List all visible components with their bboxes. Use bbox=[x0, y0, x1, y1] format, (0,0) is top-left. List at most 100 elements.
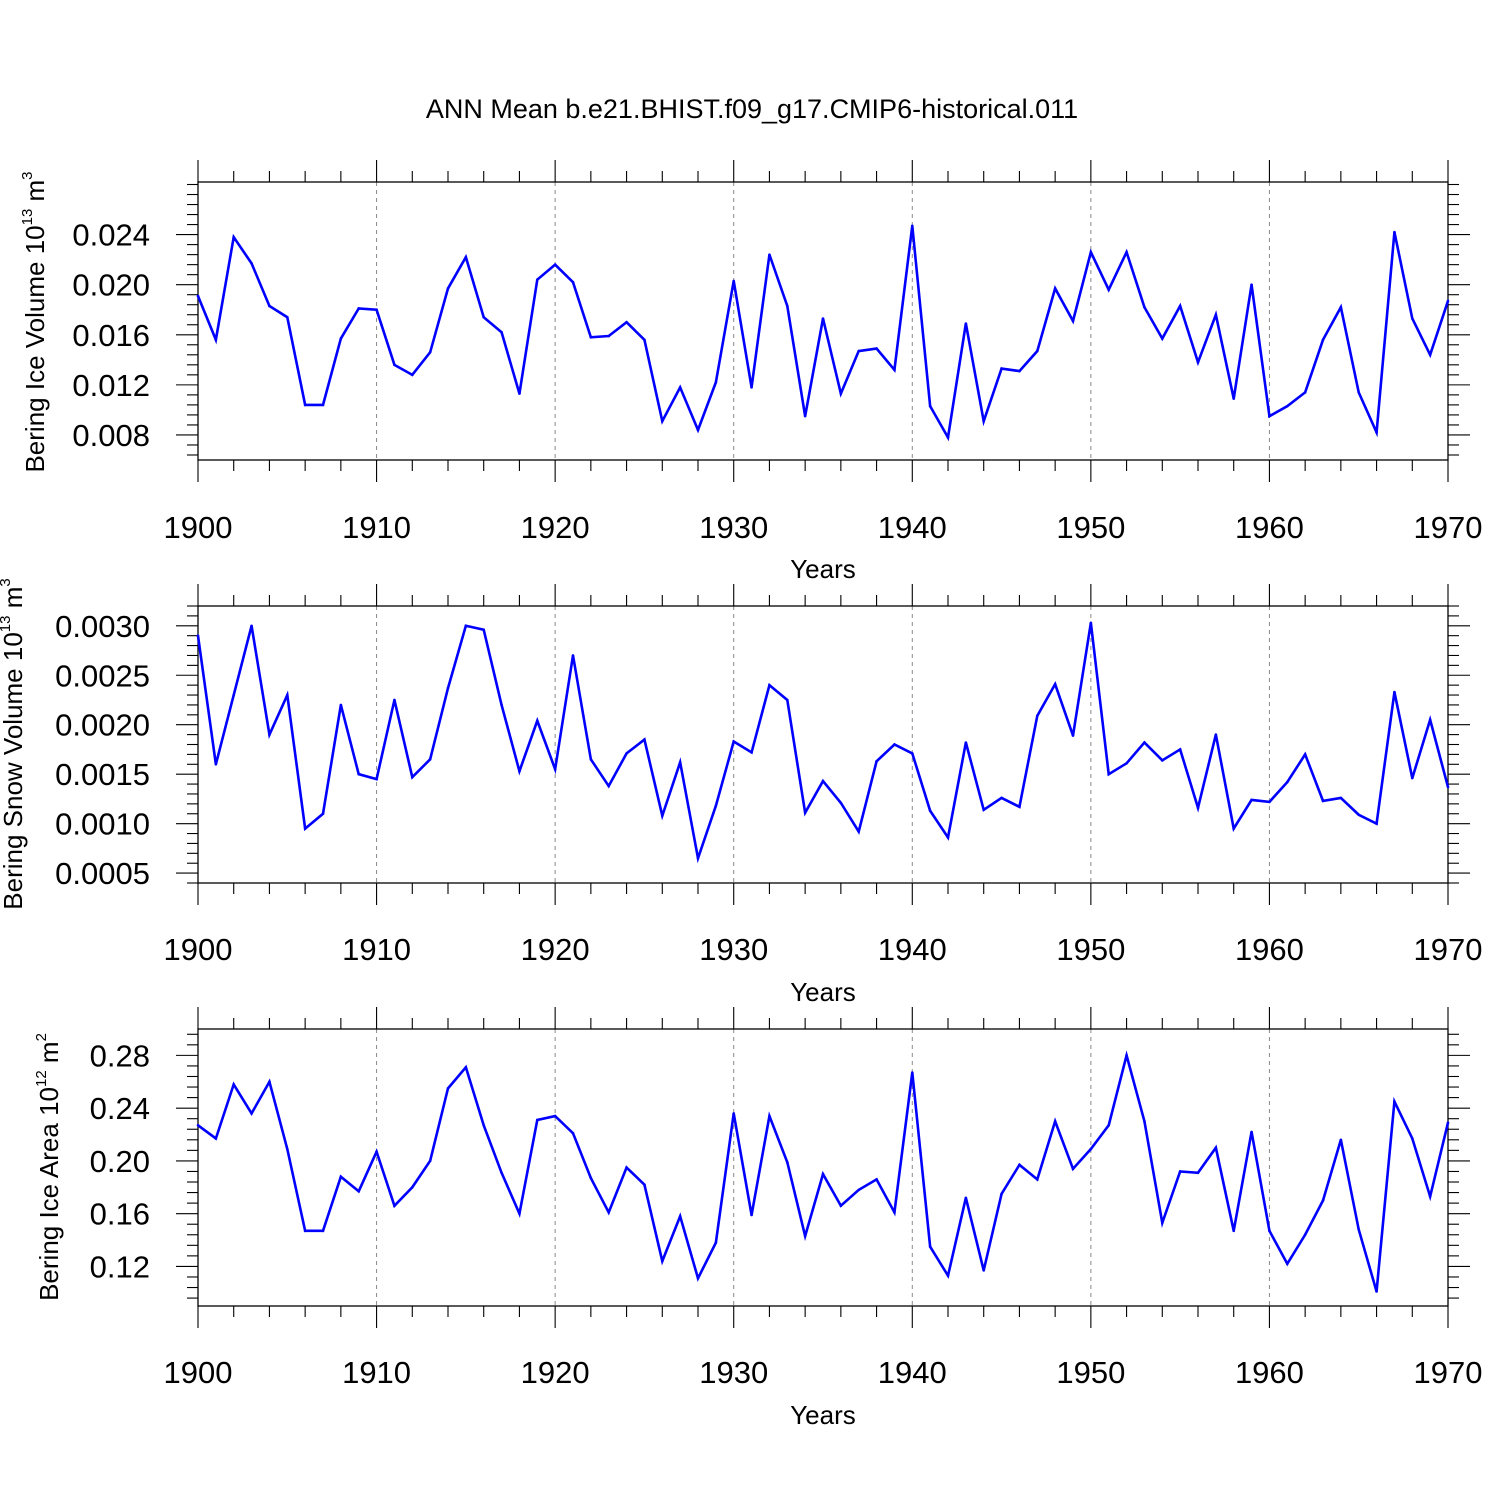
data-point bbox=[1303, 1233, 1307, 1237]
y-axis-label-text: m bbox=[34, 1041, 64, 1070]
y-axis-label-superscript: 2 bbox=[33, 1033, 50, 1041]
data-point bbox=[321, 403, 325, 407]
data-point bbox=[553, 767, 557, 771]
data-point bbox=[1268, 1229, 1271, 1233]
data-point bbox=[357, 307, 361, 310]
data-point bbox=[821, 779, 825, 783]
data-point bbox=[553, 1114, 557, 1118]
data-point bbox=[803, 414, 807, 418]
data-point bbox=[357, 772, 361, 776]
data-point bbox=[1250, 798, 1253, 802]
chart-panel-3: 0.12 0.16 0.20 0.24 0.28 1900 1910 1920 1930 1940… bbox=[33, 1007, 1482, 1430]
x-tick-label: 1900 bbox=[164, 1355, 233, 1390]
data-point bbox=[785, 698, 789, 702]
data-point bbox=[1053, 287, 1057, 290]
data-point bbox=[625, 752, 628, 755]
y-tick-label: 0.24 bbox=[90, 1091, 150, 1126]
y-tick-label: 0.28 bbox=[90, 1038, 150, 1073]
data-point bbox=[1321, 799, 1325, 803]
data-point bbox=[1143, 305, 1146, 309]
y-tick-label: 0.0015 bbox=[55, 757, 150, 792]
data-point bbox=[268, 304, 271, 308]
data-point bbox=[268, 1080, 271, 1084]
data-point bbox=[928, 809, 932, 813]
data-point bbox=[214, 762, 218, 766]
data-point bbox=[482, 315, 486, 319]
data-point bbox=[553, 263, 557, 266]
data-point bbox=[803, 1234, 807, 1238]
data-point bbox=[535, 719, 539, 723]
x-tick-label: 1950 bbox=[1056, 932, 1125, 967]
x-tick-label: 1910 bbox=[342, 932, 411, 967]
data-point bbox=[500, 703, 503, 707]
data-point bbox=[464, 624, 468, 628]
data-point bbox=[607, 784, 611, 788]
data-point bbox=[1214, 733, 1218, 736]
data-point bbox=[589, 1176, 593, 1180]
data-point bbox=[571, 1131, 575, 1135]
data-point bbox=[303, 1229, 307, 1233]
data-point bbox=[964, 1196, 968, 1200]
data-point bbox=[518, 392, 521, 395]
data-point bbox=[1143, 741, 1146, 744]
data-point bbox=[393, 698, 396, 702]
data-point bbox=[464, 1065, 468, 1069]
x-tick-label: 1910 bbox=[342, 510, 411, 545]
data-point bbox=[1393, 230, 1396, 234]
data-point bbox=[446, 686, 450, 690]
data-point bbox=[1035, 349, 1039, 353]
data-point bbox=[1375, 822, 1378, 825]
data-point bbox=[285, 315, 289, 319]
data-point bbox=[232, 693, 236, 697]
data-point bbox=[1232, 397, 1236, 400]
data-point bbox=[1232, 827, 1236, 830]
data-point bbox=[857, 830, 861, 833]
data-point bbox=[1178, 1170, 1182, 1173]
data-point bbox=[285, 693, 289, 697]
data-point bbox=[643, 1183, 646, 1186]
data-point bbox=[1446, 1121, 1450, 1124]
data-point bbox=[1000, 796, 1003, 800]
data-point bbox=[714, 1241, 718, 1244]
data-point bbox=[1214, 313, 1218, 317]
data-point bbox=[839, 392, 843, 395]
data-point bbox=[1285, 1262, 1289, 1266]
data-point bbox=[857, 349, 861, 353]
x-tick-label: 1920 bbox=[521, 932, 590, 967]
data-point bbox=[393, 1204, 396, 1208]
data-point bbox=[875, 347, 878, 350]
data-point bbox=[910, 1071, 914, 1074]
data-point bbox=[1232, 1229, 1236, 1233]
data-point bbox=[571, 280, 575, 284]
data-point bbox=[1071, 319, 1075, 323]
data-point bbox=[250, 624, 253, 628]
data-point bbox=[1053, 682, 1057, 686]
y-axis-label-text: m bbox=[20, 180, 50, 209]
data-point bbox=[214, 1137, 218, 1140]
data-point bbox=[1339, 1138, 1343, 1142]
data-point bbox=[982, 808, 986, 812]
y-axis-label-superscript: 13 bbox=[19, 209, 36, 226]
data-point bbox=[732, 740, 736, 743]
data-point bbox=[357, 1189, 361, 1193]
data-point bbox=[893, 1211, 896, 1214]
data-point bbox=[910, 224, 914, 228]
data-point bbox=[643, 738, 646, 741]
data-point bbox=[1410, 776, 1414, 780]
x-tick-label: 1930 bbox=[699, 510, 768, 545]
plot-frame bbox=[197, 1028, 1449, 1307]
y-tick-label: 0.016 bbox=[72, 318, 150, 353]
data-point bbox=[428, 1159, 432, 1163]
data-point bbox=[303, 827, 307, 830]
y-axis-label: Bering Snow Volume 1013 m3 bbox=[0, 578, 28, 909]
data-point bbox=[1018, 369, 1021, 373]
data-point bbox=[678, 761, 682, 764]
data-point bbox=[1321, 338, 1325, 342]
data-point bbox=[571, 654, 575, 657]
y-tick-label: 0.16 bbox=[90, 1197, 150, 1232]
data-point bbox=[1339, 796, 1343, 800]
y-axis-label-superscript: 3 bbox=[0, 578, 14, 586]
data-point bbox=[982, 1269, 986, 1272]
data-point bbox=[660, 1259, 664, 1263]
x-tick-label: 1970 bbox=[1414, 510, 1483, 545]
